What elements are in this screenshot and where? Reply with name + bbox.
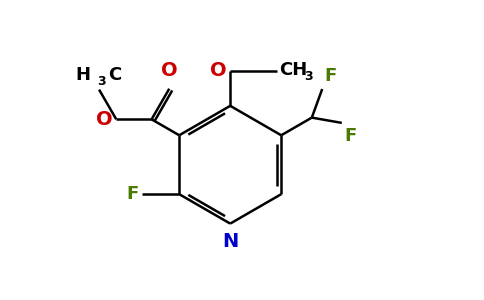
Text: O: O	[96, 110, 112, 129]
Text: 3: 3	[97, 75, 106, 88]
Text: F: F	[325, 67, 337, 85]
Text: O: O	[210, 61, 227, 80]
Text: F: F	[126, 185, 138, 203]
Text: N: N	[222, 232, 238, 251]
Text: F: F	[344, 127, 357, 145]
Text: CH: CH	[279, 61, 307, 80]
Text: C: C	[108, 66, 121, 84]
Text: H: H	[75, 66, 90, 84]
Text: 3: 3	[304, 70, 313, 83]
Text: O: O	[161, 61, 178, 80]
